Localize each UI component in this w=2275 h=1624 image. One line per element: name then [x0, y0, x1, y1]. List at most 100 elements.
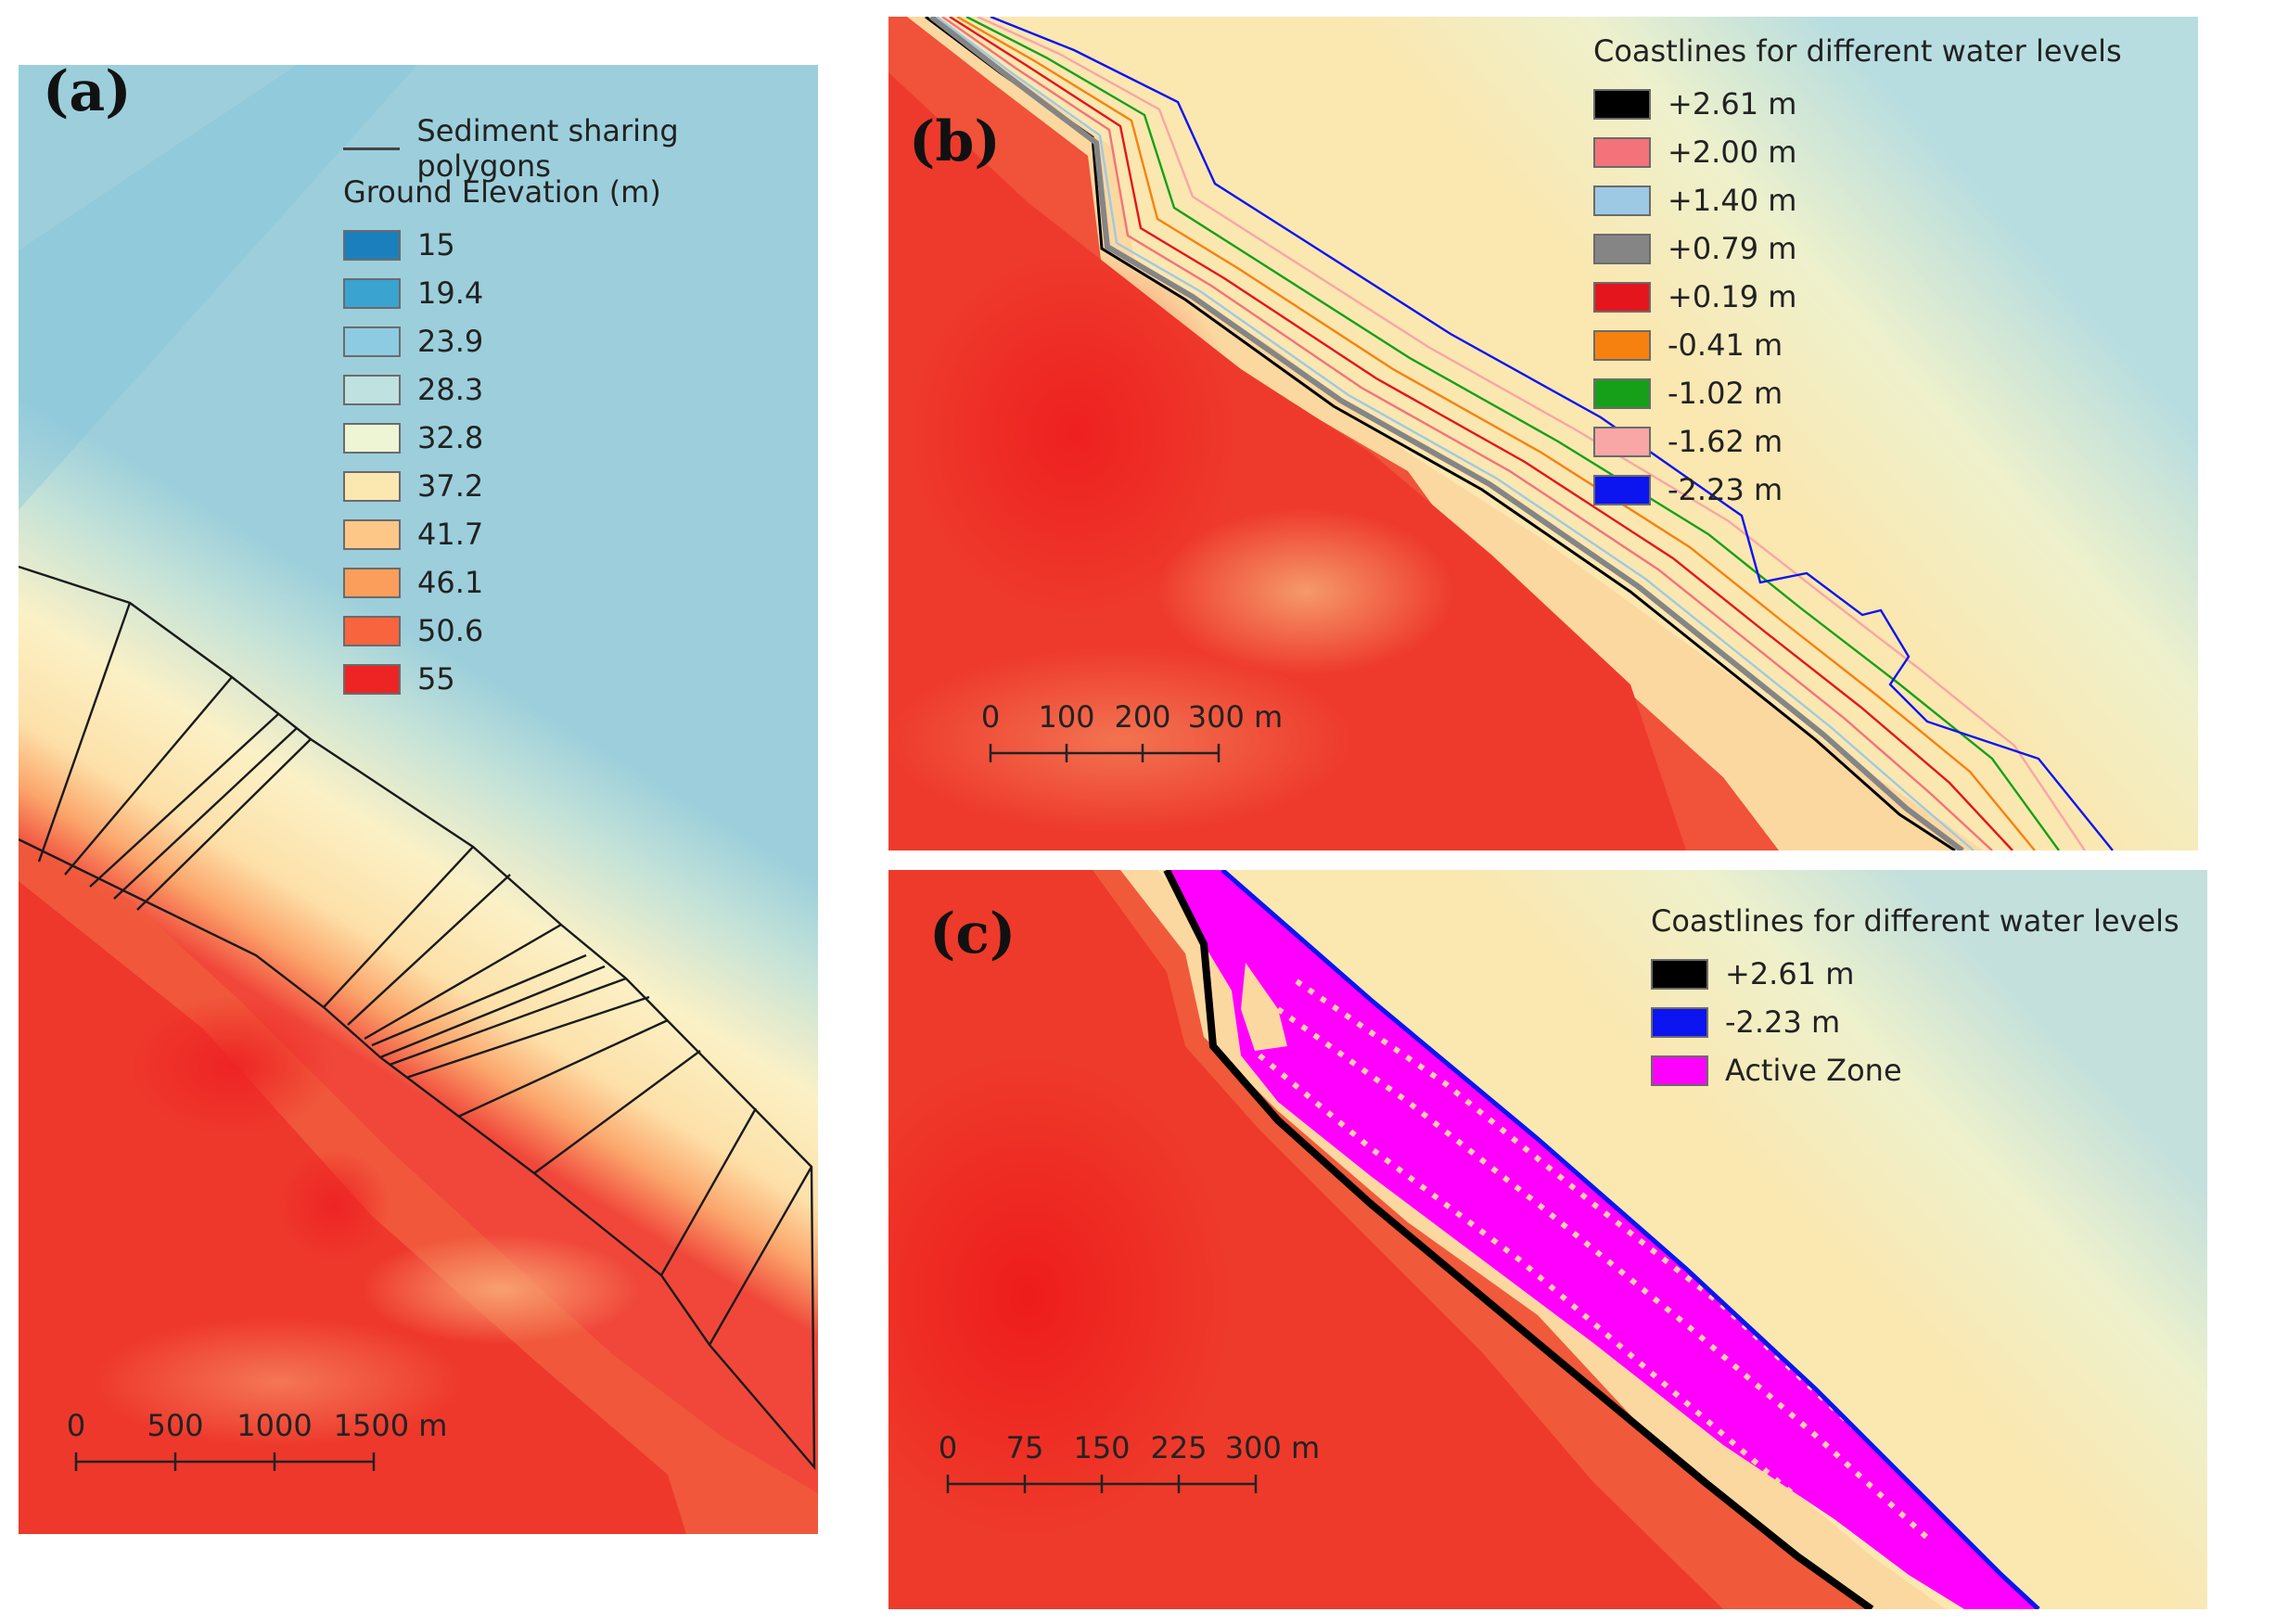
panel-c-scalebar: 0 75 150 225 300 m: [939, 1430, 1320, 1523]
legend-swatch: [343, 615, 401, 646]
legend-label: -2.23 m: [1725, 1004, 1841, 1040]
legend-swatch: [1593, 426, 1651, 457]
legend-items: 15 19.4 23.9 28.3 32.8 37.2 41.7 46.1 50.6 55: [343, 221, 818, 703]
scalebar-label: 300 m: [1187, 699, 1284, 735]
scalebar-label: 0: [980, 699, 1001, 735]
panel-c-elevation-raster: [888, 870, 2207, 1609]
legend-item: +2.61 m: [1651, 950, 2179, 998]
legend-item: 23.9: [343, 317, 818, 365]
legend-swatch: [343, 663, 401, 695]
active-zone-area: [1167, 870, 2039, 1609]
panel-b-legend: Coastlines for different water levels +2…: [1593, 33, 2122, 514]
legend-items: +2.61 m +2.00 m +1.40 m +0.79 m +0.19 m -0.41…: [1593, 80, 2122, 514]
sediment-polygons: [19, 565, 816, 1471]
panel-c-label: (c): [929, 902, 1016, 966]
legend-swatch: [1651, 958, 1708, 990]
legend-item: 32.8: [343, 414, 818, 462]
legend-label: 46.1: [417, 565, 484, 600]
legend-item: -0.41 m: [1593, 321, 2122, 369]
legend-label: -0.41 m: [1668, 327, 1783, 363]
legend-title: Ground Elevation (m): [343, 174, 661, 210]
legend-label: +2.61 m: [1668, 86, 1797, 121]
scalebar-label: 225: [1150, 1430, 1208, 1465]
scalebar-label: 75: [1005, 1430, 1044, 1465]
panel-a-label: (a): [43, 65, 132, 124]
legend-label: +2.00 m: [1668, 134, 1797, 170]
legend-swatch: [343, 326, 401, 357]
legend-swatch: [343, 518, 401, 550]
legend-item: -2.23 m: [1651, 998, 2179, 1046]
legend-line-label: Sediment sharing polygons: [416, 113, 679, 184]
legend-item: Active Zone: [1651, 1046, 2179, 1094]
legend-label: 23.9: [417, 324, 484, 359]
polygon-line-swatch: [343, 147, 401, 150]
scalebar-line: [989, 744, 1221, 762]
coastline-black: [1163, 870, 1874, 1609]
legend-swatch: [1593, 281, 1651, 313]
panel-b-label: (b): [909, 109, 1001, 174]
scalebar-label: 0: [66, 1408, 86, 1443]
legend-item: 41.7: [343, 510, 818, 558]
legend-line-entry: Sediment sharing polygons: [343, 113, 818, 184]
legend-swatch: [1593, 329, 1651, 361]
scalebar-label: 1000: [236, 1408, 313, 1443]
legend-swatch: [343, 422, 401, 454]
legend-label: +0.19 m: [1668, 279, 1797, 314]
panel-b-elevation-raster: [888, 17, 2198, 850]
coastline-blue: [1221, 870, 2040, 1609]
legend-swatch: [1593, 233, 1651, 264]
legend-swatch: [343, 229, 401, 261]
legend-label: 41.7: [417, 517, 484, 552]
legend-label: +0.79 m: [1668, 231, 1797, 266]
panel-a-legend: Sediment sharing polygons Ground Elevati…: [343, 113, 818, 703]
scalebar-label: 200: [1114, 699, 1171, 735]
legend-item: +1.40 m: [1593, 176, 2122, 224]
legend-swatch: [1593, 136, 1651, 168]
legend-item: +0.79 m: [1593, 224, 2122, 273]
scalebar-label: 1500 m: [333, 1408, 448, 1443]
panel-a-map: (a) Sediment sharing polygons Ground Ele…: [19, 65, 818, 1534]
legend-label: +2.61 m: [1725, 956, 1855, 991]
scalebar-label: 500: [147, 1408, 204, 1443]
panel-c-legend: Coastlines for different water levels +2…: [1651, 903, 2179, 1094]
legend-swatch: [343, 470, 401, 502]
legend-swatch: [1651, 1006, 1708, 1038]
legend-label: 50.6: [417, 613, 484, 648]
panel-a-elevation-raster: [19, 65, 818, 1534]
legend-label: +1.40 m: [1668, 183, 1797, 218]
legend-item: +2.61 m: [1593, 80, 2122, 128]
legend-label: -1.02 m: [1668, 376, 1783, 411]
legend-label: 28.3: [417, 372, 484, 407]
legend-label: Active Zone: [1725, 1053, 1902, 1088]
legend-item: -2.23 m: [1593, 466, 2122, 514]
legend-item: 50.6: [343, 607, 818, 655]
legend-item: 15: [343, 221, 818, 269]
legend-swatch: [1593, 185, 1651, 216]
legend-swatch: [1593, 88, 1651, 120]
legend-item: 46.1: [343, 558, 818, 607]
panel-a-scalebar: 0 500 1000 1500 m: [67, 1408, 447, 1491]
legend-label: 32.8: [417, 420, 484, 455]
panel-b-scalebar: 0 100 200 300 m: [981, 699, 1283, 783]
legend-swatch: [1651, 1055, 1708, 1086]
legend-label: -1.62 m: [1668, 424, 1783, 459]
scalebar-label: 300 m: [1224, 1430, 1321, 1465]
legend-label: -2.23 m: [1668, 472, 1783, 507]
legend-title: Coastlines for different water levels: [1651, 903, 2179, 939]
legend-item: 28.3: [343, 365, 818, 414]
legend-item: 19.4: [343, 269, 818, 317]
legend-label: 55: [417, 661, 455, 697]
legend-items: +2.61 m -2.23 m Active Zone: [1651, 950, 2179, 1094]
legend-label: 19.4: [417, 275, 484, 311]
legend-swatch: [1593, 474, 1651, 505]
panel-c-map: (c) Coastlines for different water level…: [888, 870, 2207, 1609]
legend-swatch: [343, 277, 401, 309]
legend-swatch: [343, 374, 401, 405]
scalebar-label: 150: [1073, 1430, 1131, 1465]
legend-swatch: [343, 567, 401, 598]
scalebar-line: [74, 1452, 376, 1471]
scalebar-label: 100: [1038, 699, 1095, 735]
panel-b-map: (b) Coastlines for different water level…: [888, 17, 2198, 850]
scalebar-line: [946, 1475, 1258, 1493]
legend-label: 37.2: [417, 468, 484, 504]
